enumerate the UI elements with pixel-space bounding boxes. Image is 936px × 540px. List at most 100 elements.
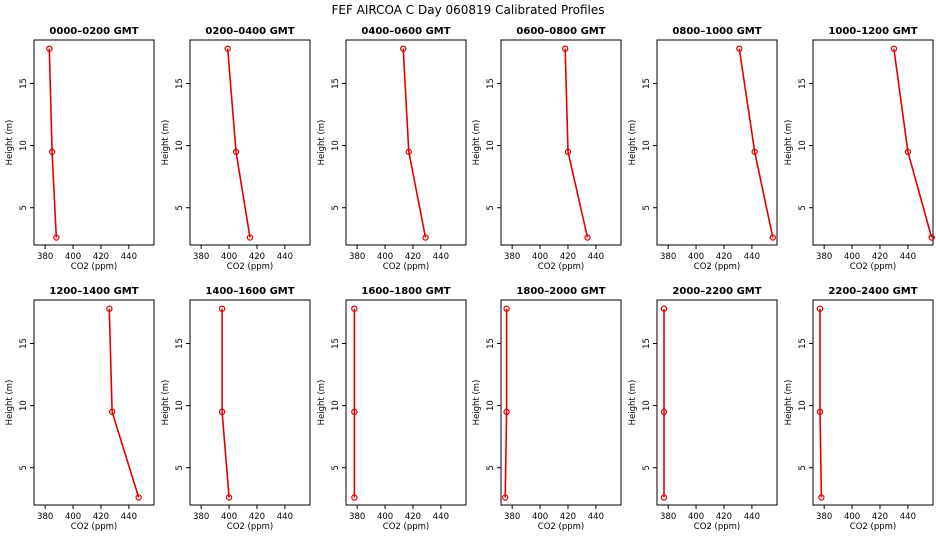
profile-line bbox=[738, 48, 774, 238]
data-point bbox=[351, 305, 358, 312]
x-tick-label: 400 bbox=[532, 512, 548, 522]
y-tick-label: 15 bbox=[798, 78, 808, 89]
x-axis-label: CO2 (ppm) bbox=[71, 522, 117, 532]
figure-title: FEF AIRCOA C Day 060819 Calibrated Profi… bbox=[331, 3, 604, 17]
x-tick-label: 440 bbox=[588, 252, 604, 262]
x-tick-label: 400 bbox=[688, 512, 704, 522]
data-point bbox=[584, 234, 591, 241]
chart-panel: 0600–0800 GMT 380 400 420 440 5 10 15 CO2 (ppm) H… bbox=[472, 26, 622, 272]
y-tick-label: 5 bbox=[19, 205, 29, 210]
chart-panel: 1800–2000 GMT 380 400 420 440 5 10 15 CO2 (ppm) H… bbox=[472, 286, 622, 532]
x-tick-label: 380 bbox=[816, 512, 832, 522]
y-axis-label: Height (m) bbox=[317, 120, 327, 166]
series-group bbox=[106, 305, 142, 501]
plot-frame bbox=[189, 39, 311, 246]
data-point bbox=[135, 494, 142, 501]
data-point bbox=[928, 234, 935, 241]
y-axis-label: Height (m) bbox=[472, 380, 482, 426]
y-tick-label: 5 bbox=[798, 205, 808, 210]
x-tick-label: 440 bbox=[121, 512, 137, 522]
series-group bbox=[660, 305, 668, 501]
data-point bbox=[218, 305, 226, 312]
data-point bbox=[351, 494, 358, 501]
chart-panel: 1400–1600 GMT 380 400 420 440 5 10 15 CO2 (ppm) H… bbox=[161, 286, 311, 532]
x-axis-label: CO2 (ppm) bbox=[383, 262, 429, 272]
data-point bbox=[736, 45, 743, 52]
y-tick-label: 10 bbox=[331, 140, 341, 151]
x-tick-label: 440 bbox=[277, 512, 293, 522]
y-tick-label: 10 bbox=[19, 140, 29, 151]
chart-panel: 0400–0600 GMT 380 400 420 440 5 10 15 CO2 (ppm) H… bbox=[317, 26, 467, 272]
x-tick-label: 400 bbox=[65, 512, 81, 522]
y-tick-label: 5 bbox=[486, 205, 496, 210]
x-axis-label: CO2 (ppm) bbox=[538, 262, 584, 272]
x-tick-label: 420 bbox=[249, 252, 265, 262]
series-group bbox=[561, 45, 591, 241]
x-tick-label: 420 bbox=[872, 252, 888, 262]
data-point bbox=[818, 494, 825, 501]
plot-frame bbox=[812, 39, 934, 246]
y-axis-label: Height (m) bbox=[784, 120, 794, 166]
data-point bbox=[108, 408, 116, 416]
panel-title: 0800–1000 GMT bbox=[672, 26, 761, 37]
x-axis-label: CO2 (ppm) bbox=[227, 262, 273, 272]
data-point bbox=[890, 45, 898, 52]
profile-line bbox=[402, 48, 427, 238]
y-tick-label: 15 bbox=[486, 78, 496, 89]
x-tick-label: 380 bbox=[37, 252, 53, 262]
y-tick-label: 5 bbox=[175, 205, 185, 210]
y-axis-label: Height (m) bbox=[317, 380, 327, 426]
y-axis-label: Height (m) bbox=[784, 380, 794, 426]
panel-title: 1600–1800 GMT bbox=[361, 286, 450, 297]
x-tick-label: 400 bbox=[844, 512, 860, 522]
panel-title: 0600–0800 GMT bbox=[516, 26, 605, 37]
panel-title: 1800–2000 GMT bbox=[516, 286, 605, 297]
data-point bbox=[232, 148, 240, 156]
x-tick-label: 380 bbox=[37, 512, 53, 522]
series-group bbox=[816, 305, 825, 501]
y-tick-label: 15 bbox=[486, 338, 496, 349]
y-tick-label: 15 bbox=[331, 338, 341, 349]
chart-panel: 1600–1800 GMT 380 400 420 440 5 10 15 CO2 (ppm) H… bbox=[317, 286, 467, 532]
data-point bbox=[501, 494, 509, 501]
plot-frame bbox=[656, 39, 778, 246]
series-group bbox=[890, 45, 935, 241]
data-point bbox=[46, 45, 53, 52]
x-axis-label: CO2 (ppm) bbox=[383, 522, 429, 532]
data-point bbox=[751, 148, 758, 156]
series-group bbox=[501, 305, 510, 501]
x-tick-label: 440 bbox=[588, 512, 604, 522]
panels: 0000–0200 GMT 380 400 420 440 5 10 15 CO2 (ppm) H… bbox=[5, 26, 935, 532]
plot-frame bbox=[33, 39, 155, 246]
y-axis-label: Height (m) bbox=[161, 380, 171, 426]
x-tick-label: 380 bbox=[504, 512, 520, 522]
data-point bbox=[904, 148, 912, 156]
y-tick-label: 5 bbox=[19, 465, 29, 470]
x-tick-label: 380 bbox=[816, 252, 832, 262]
x-tick-label: 440 bbox=[900, 512, 916, 522]
x-tick-label: 440 bbox=[433, 512, 449, 522]
y-axis-label: Height (m) bbox=[472, 120, 482, 166]
x-tick-label: 440 bbox=[744, 252, 760, 262]
x-tick-label: 440 bbox=[433, 252, 449, 262]
panel-title: 0400–0600 GMT bbox=[361, 26, 450, 37]
y-axis-label: Height (m) bbox=[161, 120, 171, 166]
y-tick-label: 5 bbox=[642, 205, 652, 210]
x-tick-label: 420 bbox=[405, 252, 421, 262]
series-group bbox=[400, 45, 429, 241]
series-group bbox=[46, 45, 60, 241]
x-tick-label: 420 bbox=[872, 512, 888, 522]
profile-line bbox=[226, 48, 251, 238]
data-point bbox=[405, 148, 412, 156]
plot-frame bbox=[345, 299, 467, 506]
data-point bbox=[106, 305, 113, 312]
x-tick-label: 380 bbox=[193, 252, 209, 262]
series-group bbox=[218, 305, 233, 501]
profile-line bbox=[48, 48, 58, 238]
x-tick-label: 440 bbox=[900, 252, 916, 262]
plot-frame bbox=[33, 299, 155, 506]
x-tick-label: 380 bbox=[349, 512, 365, 522]
x-tick-label: 440 bbox=[121, 252, 137, 262]
chart-panel: 0200–0400 GMT 380 400 420 440 5 10 15 CO2 (ppm) H… bbox=[161, 26, 311, 272]
x-axis-label: CO2 (ppm) bbox=[227, 522, 273, 532]
